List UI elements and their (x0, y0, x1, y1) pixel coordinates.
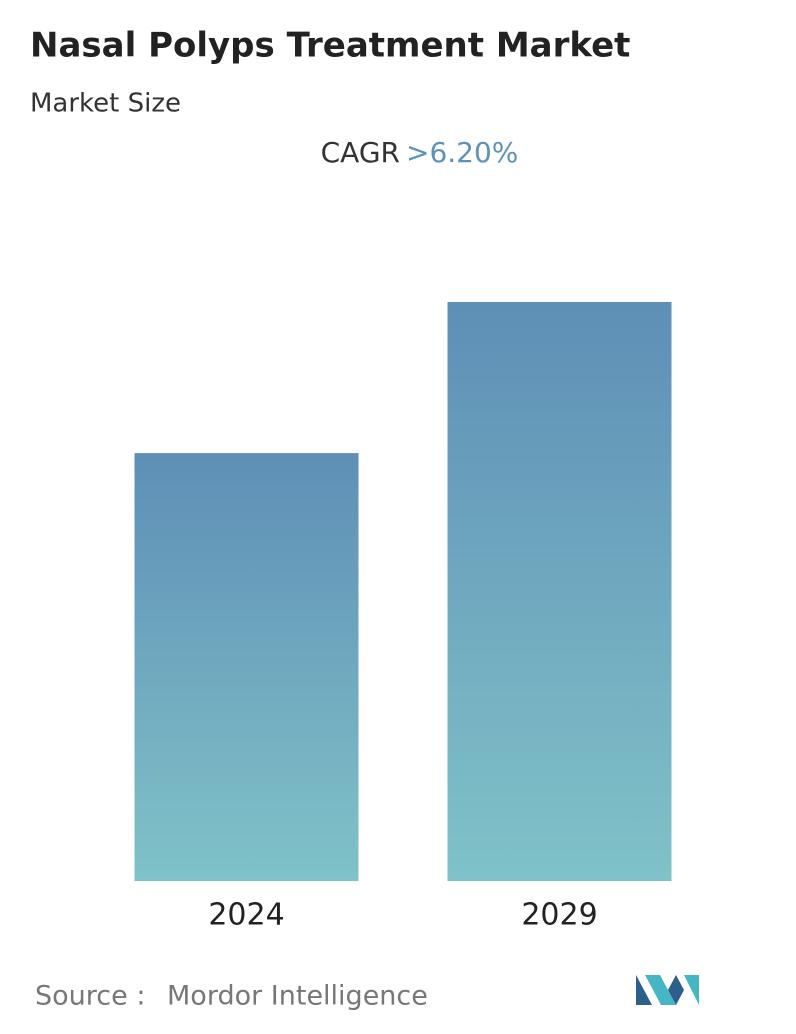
logo-part (668, 975, 684, 1005)
chart-title: Nasal Polyps Treatment Market (30, 26, 630, 66)
cagr-label: CAGR (321, 136, 400, 169)
source-label: Source : (35, 981, 145, 1012)
x-tick-label: 2024 (208, 898, 284, 933)
logo-part (645, 975, 676, 1005)
bar (134, 453, 359, 881)
logo-part (684, 975, 699, 1005)
logo-part (636, 975, 652, 1005)
x-tick-label: 2029 (521, 898, 597, 933)
logo (636, 975, 699, 1005)
cagr-value: >6.20% (406, 136, 518, 169)
source: Mordor Intelligence (167, 981, 428, 1012)
chart-subtitle: Market Size (30, 89, 181, 119)
bar (447, 302, 672, 881)
